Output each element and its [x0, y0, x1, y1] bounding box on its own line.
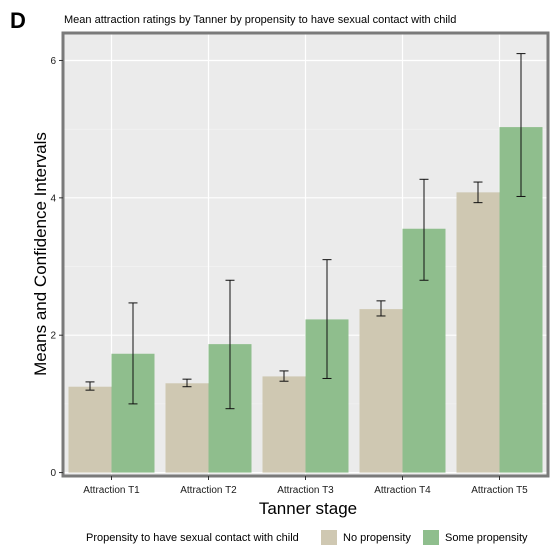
error-bar-some-propensity-attraction-t4	[419, 178, 429, 281]
error-bars	[85, 53, 526, 410]
y-tick-label: 6	[50, 56, 56, 67]
bar-no-propensity-attraction-t1	[68, 386, 112, 473]
y-axis-ticks: 0 2 4 6	[50, 56, 63, 479]
y-axis-label: Means and Confidence Intervals	[31, 132, 50, 376]
panel-label: D	[10, 8, 26, 33]
bar-no-propensity-attraction-t5	[456, 192, 500, 473]
x-tick-label: Attraction T2	[180, 485, 237, 496]
x-tick-label: Attraction T4	[374, 485, 431, 496]
x-tick-label: Attraction T1	[83, 485, 140, 496]
x-tick-label: Attraction T3	[277, 485, 334, 496]
legend-swatch-no-propensity	[321, 530, 337, 545]
error-bar-no-propensity-attraction-t5	[473, 181, 483, 204]
bars	[68, 127, 543, 473]
error-bar-no-propensity-attraction-t4	[376, 300, 386, 317]
error-bar-some-propensity-attraction-t5	[516, 53, 526, 197]
legend-label-no-propensity: No propensity	[343, 532, 411, 544]
error-bar-no-propensity-attraction-t2	[182, 378, 192, 388]
legend: Propensity to have sexual contact with c…	[86, 530, 528, 545]
chart-title: Mean attraction ratings by Tanner by pro…	[64, 14, 456, 26]
y-tick-label: 4	[50, 193, 56, 204]
x-axis-label: Tanner stage	[259, 499, 357, 518]
y-tick-label: 2	[50, 331, 56, 342]
legend-title: Propensity to have sexual contact with c…	[86, 532, 299, 544]
bar-no-propensity-attraction-t3	[262, 376, 306, 473]
error-bar-some-propensity-attraction-t2	[225, 279, 235, 410]
x-tick-label: Attraction T5	[471, 485, 528, 496]
legend-swatch-some-propensity	[423, 530, 439, 545]
error-bar-some-propensity-attraction-t3	[322, 259, 332, 379]
x-axis-ticks: Attraction T1 Attraction T2 Attraction T3 A…	[83, 476, 528, 496]
error-bar-no-propensity-attraction-t1	[85, 381, 95, 391]
bar-no-propensity-attraction-t4	[359, 309, 403, 473]
bar-no-propensity-attraction-t2	[165, 383, 209, 473]
error-bar-some-propensity-attraction-t1	[128, 302, 138, 405]
error-bar-no-propensity-attraction-t3	[279, 370, 289, 382]
y-tick-label: 0	[50, 468, 56, 479]
legend-label-some-propensity: Some propensity	[445, 532, 528, 544]
